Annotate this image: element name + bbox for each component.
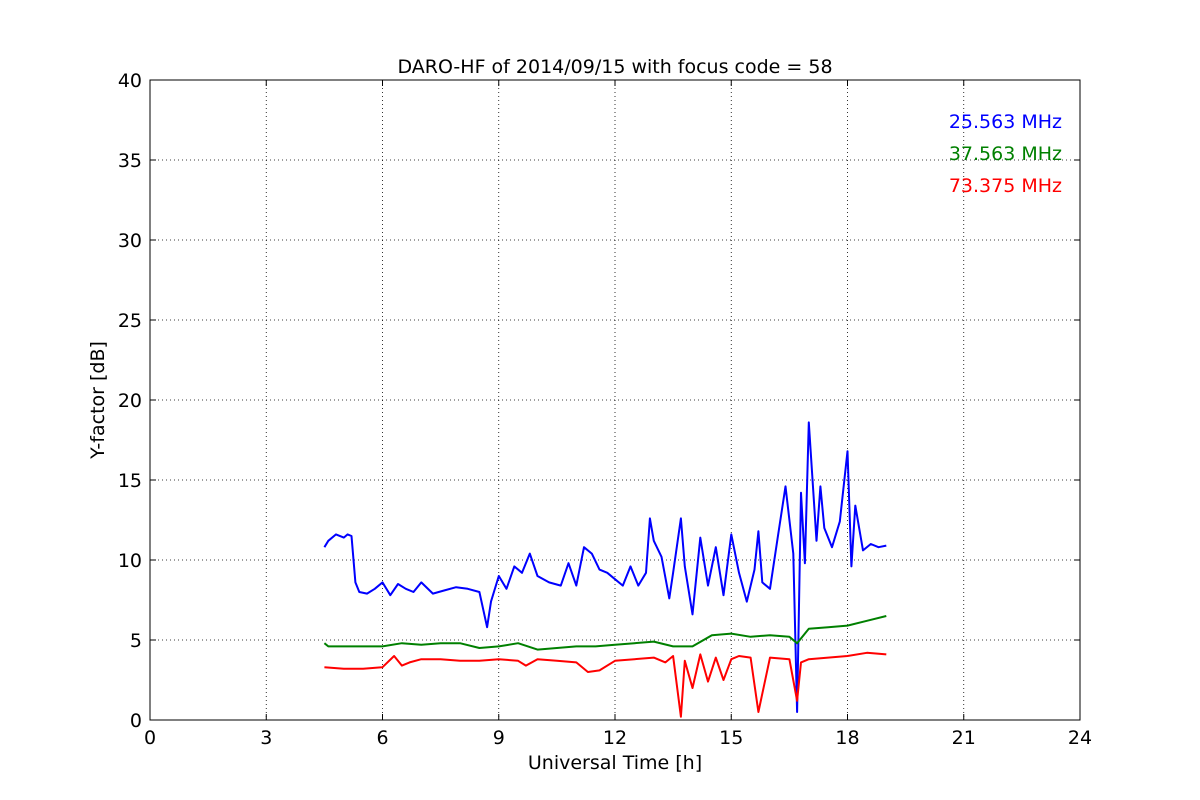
x-tick-label: 15 [719,727,743,749]
y-tick-label: 5 [130,630,142,652]
axis-ticks: 0 3 6 9 12 15 18 21 24 0 5 10 15 20 25 30 35 40 [118,70,1092,749]
series-line-2 [324,651,887,718]
y-tick-label: 35 [118,150,142,172]
series-line-1 [323,615,887,651]
series-line-0 [323,421,887,713]
x-tick-label: 21 [952,727,976,749]
y-tick-label: 0 [130,710,142,732]
legend-entry-73375: 73.375 MHz [949,175,1062,197]
y-axis-label: Y-factor [dB] [87,341,109,460]
x-tick-label: 0 [144,727,156,749]
legend-entry-25563: 25.563 MHz [949,111,1062,133]
y-tick-label: 30 [118,230,142,252]
y-tick-label: 15 [118,470,142,492]
x-tick-label: 24 [1068,727,1092,749]
legend: 25.563 MHz 37.563 MHz 73.375 MHz [949,111,1062,197]
chart-title: DARO-HF of 2014/09/15 with focus code = … [397,56,832,78]
x-tick-label: 12 [603,727,627,749]
x-axis-label: Universal Time [h] [528,752,702,774]
y-tick-label: 10 [118,550,142,572]
y-tick-label: 25 [118,310,142,332]
x-tick-label: 9 [493,727,505,749]
x-tick-label: 18 [835,727,859,749]
y-tick-label: 40 [118,70,142,92]
x-tick-label: 3 [260,727,272,749]
y-tick-label: 20 [118,390,142,412]
x-tick-label: 6 [376,727,388,749]
legend-entry-37563: 37.563 MHz [949,143,1062,165]
series-lines [323,421,887,718]
grid-lines [150,80,1080,720]
